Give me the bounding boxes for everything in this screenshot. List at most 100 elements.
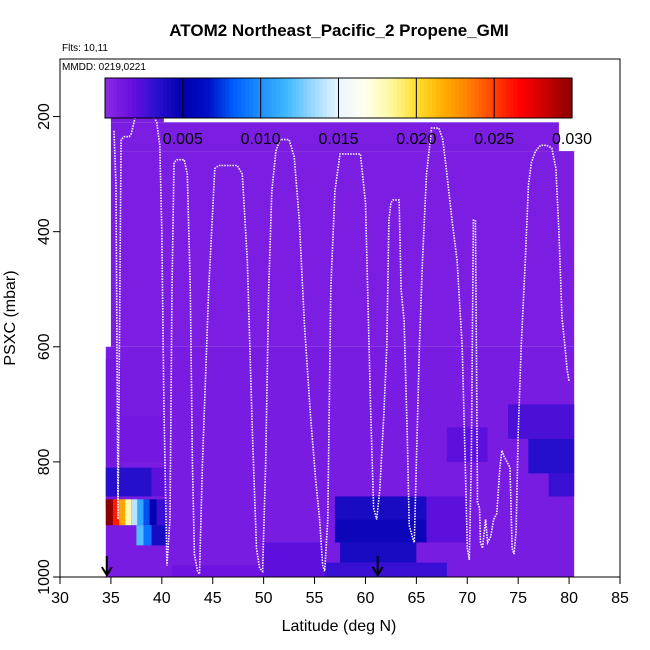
colorbar-swatch-81 xyxy=(420,78,425,118)
colorbar-swatch-118 xyxy=(564,78,569,118)
heatmap-cell-9 xyxy=(112,499,120,526)
heatmap-cell-2 xyxy=(110,151,575,347)
heatmap-cell-30 xyxy=(263,542,325,577)
heatmap-cell-11 xyxy=(125,499,132,526)
colorbar-swatch-66 xyxy=(361,78,367,118)
colorbar-swatch-50 xyxy=(299,78,305,118)
colorbar-swatch-46 xyxy=(284,78,289,118)
heatmap-cell-18 xyxy=(143,525,152,546)
colorbar-swatch-76 xyxy=(400,78,406,118)
colorbar-swatch-117 xyxy=(560,78,565,118)
x-tick-label-4: 50 xyxy=(255,590,273,607)
heatmap-cell-14 xyxy=(143,499,150,526)
colorbar-swatch-98 xyxy=(486,78,491,118)
colorbar-swatch-85 xyxy=(435,78,441,118)
heatmap-cell-6 xyxy=(105,467,152,497)
heatmap-cell-10 xyxy=(119,499,126,526)
heatmap-cell-15 xyxy=(149,499,157,526)
colorbar-swatch-107 xyxy=(521,78,526,118)
heatmap-cell-19 xyxy=(151,525,167,546)
colorbar-swatch-95 xyxy=(474,78,480,118)
colorbar-swatch-18 xyxy=(175,78,180,118)
colorbar-swatch-6 xyxy=(128,78,133,118)
colorbar-swatch-23 xyxy=(194,78,199,118)
colorbar-swatch-1 xyxy=(108,78,114,118)
colorbar-swatch-91 xyxy=(459,78,464,118)
colorbar-swatch-88 xyxy=(447,78,452,118)
colorbar-swatch-28 xyxy=(213,78,219,118)
heatmap-cell-22 xyxy=(340,542,417,563)
flights-label: Flts: 10,11 xyxy=(62,43,108,54)
colorbar-swatch-56 xyxy=(322,78,328,118)
x-axis: 30 35 40 45 50 55 60 65 70 75 80 85 xyxy=(51,577,629,607)
colorbar-swatch-57 xyxy=(326,78,332,118)
colorbar-swatch-36 xyxy=(245,78,250,118)
colorbar-swatch-0 xyxy=(105,78,110,118)
colorbar-swatch-86 xyxy=(439,78,445,118)
heatmap-cell-23 xyxy=(324,562,447,577)
colorbar-swatch-59 xyxy=(334,78,340,118)
x-tick-label-0: 30 xyxy=(51,590,69,607)
x-tick-label-10: 80 xyxy=(560,590,578,607)
colorbar-swatch-106 xyxy=(517,78,523,118)
heatmap-cell-24 xyxy=(426,496,468,543)
x-tick-label-5: 55 xyxy=(306,590,324,607)
colorbar-swatch-8 xyxy=(136,78,141,118)
colorbar-swatch-41 xyxy=(264,78,270,118)
colorbar xyxy=(104,77,573,119)
y-tick-label-2: 600 xyxy=(36,333,53,360)
colorbar-swatch-60 xyxy=(338,78,343,118)
colorbar-swatch-15 xyxy=(163,78,168,118)
colorbar-swatch-17 xyxy=(171,78,176,118)
colorbar-swatch-45 xyxy=(280,78,285,118)
colorbar-swatch-52 xyxy=(307,78,312,118)
colorbar-swatch-39 xyxy=(256,78,262,118)
colorbar-swatch-119 xyxy=(568,78,573,118)
colorbar-swatch-75 xyxy=(396,78,402,118)
colorbar-swatch-102 xyxy=(501,78,507,118)
y-axis: 200 400 600 800 1000 xyxy=(36,103,60,595)
colorbar-swatch-71 xyxy=(381,78,386,118)
colorbar-swatch-103 xyxy=(505,78,511,118)
dates-label: MMDD: 0219,0221 xyxy=(62,62,146,73)
colorbar-swatch-49 xyxy=(295,78,301,118)
x-tick-label-7: 65 xyxy=(407,590,425,607)
colorbar-swatch-109 xyxy=(529,78,534,118)
colorbar-swatch-112 xyxy=(540,78,546,118)
colorbar-swatch-54 xyxy=(315,78,320,118)
colorbar-swatch-94 xyxy=(470,78,476,118)
colorbar-swatch-101 xyxy=(498,78,503,118)
colorbar-swatch-3 xyxy=(116,78,122,118)
colorbar-swatch-13 xyxy=(155,78,161,118)
colorbar-swatch-20 xyxy=(182,78,188,118)
colorbar-swatch-87 xyxy=(443,78,449,118)
colorbar-tick-label-1: 0.010 xyxy=(241,131,281,148)
y-tick-label-0: 200 xyxy=(36,103,53,130)
colorbar-swatch-29 xyxy=(217,78,223,118)
colorbar-swatch-58 xyxy=(330,78,336,118)
colorbar-swatch-19 xyxy=(178,78,184,118)
plot-frame xyxy=(59,58,621,578)
x-tick-label-6: 60 xyxy=(357,590,375,607)
x-tick-label-3: 45 xyxy=(204,590,222,607)
colorbar-swatch-80 xyxy=(416,78,421,118)
y-axis-label: PSXC (mbar) xyxy=(2,270,19,365)
colorbar-swatch-44 xyxy=(276,78,281,118)
heatmap-cells xyxy=(105,93,575,577)
colorbar-swatch-108 xyxy=(525,78,530,118)
colorbar-swatch-21 xyxy=(186,78,192,118)
colorbar-swatch-96 xyxy=(478,78,484,118)
x-tick-label-1: 35 xyxy=(102,590,120,607)
heatmap-cell-13 xyxy=(137,499,144,526)
colorbar-swatch-68 xyxy=(369,78,375,118)
colorbar-swatch-90 xyxy=(455,78,460,118)
colorbar-swatch-10 xyxy=(143,78,149,118)
colorbar-swatch-100 xyxy=(494,78,499,118)
heatmap-cell-5 xyxy=(121,415,164,462)
colorbar-swatch-9 xyxy=(140,78,145,118)
colorbar-swatch-115 xyxy=(552,78,558,118)
colorbar-swatch-42 xyxy=(268,78,273,118)
colorbar-swatch-89 xyxy=(451,78,456,118)
colorbar-tick-label-5: 0.030 xyxy=(552,131,592,148)
